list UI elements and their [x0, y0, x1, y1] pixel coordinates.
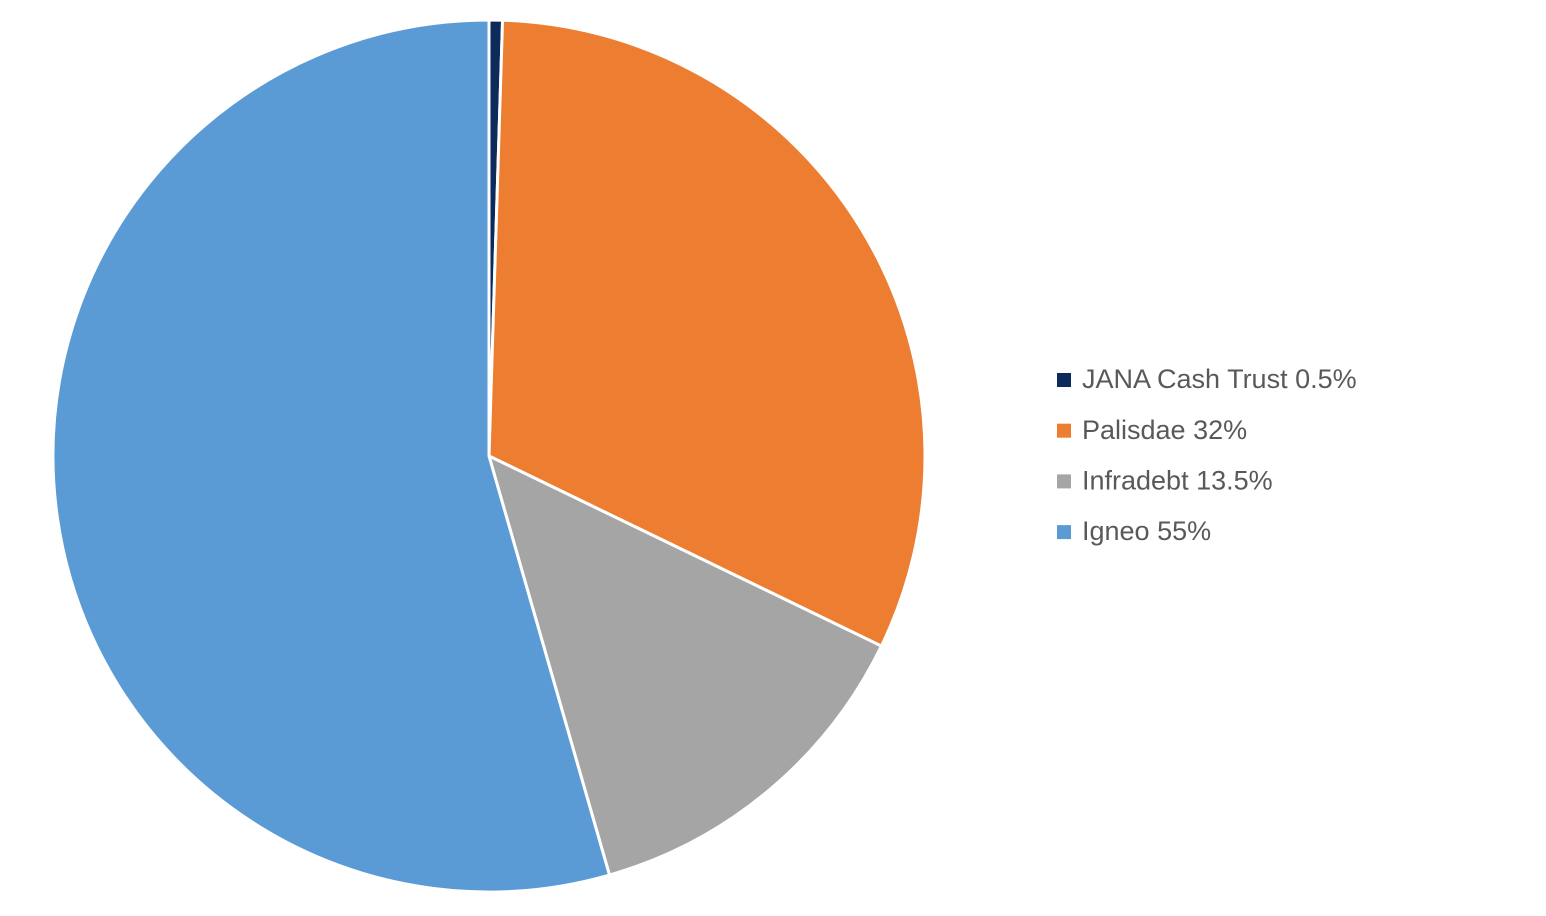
pie-slice	[487, 18, 927, 649]
legend-label: JANA Cash Trust 0.5%	[1082, 364, 1357, 394]
legend-swatch	[1057, 525, 1071, 540]
legend-label: Infradebt 13.5%	[1082, 466, 1273, 496]
pie-slice	[486, 453, 884, 877]
legend-swatch	[1057, 474, 1071, 489]
legend-label: Palisdae 32%	[1082, 415, 1247, 445]
legend-label: Igneo 55%	[1082, 516, 1211, 546]
legend-swatch	[1057, 373, 1071, 387]
legend-swatch	[1057, 423, 1071, 438]
pie-slice	[51, 18, 612, 894]
